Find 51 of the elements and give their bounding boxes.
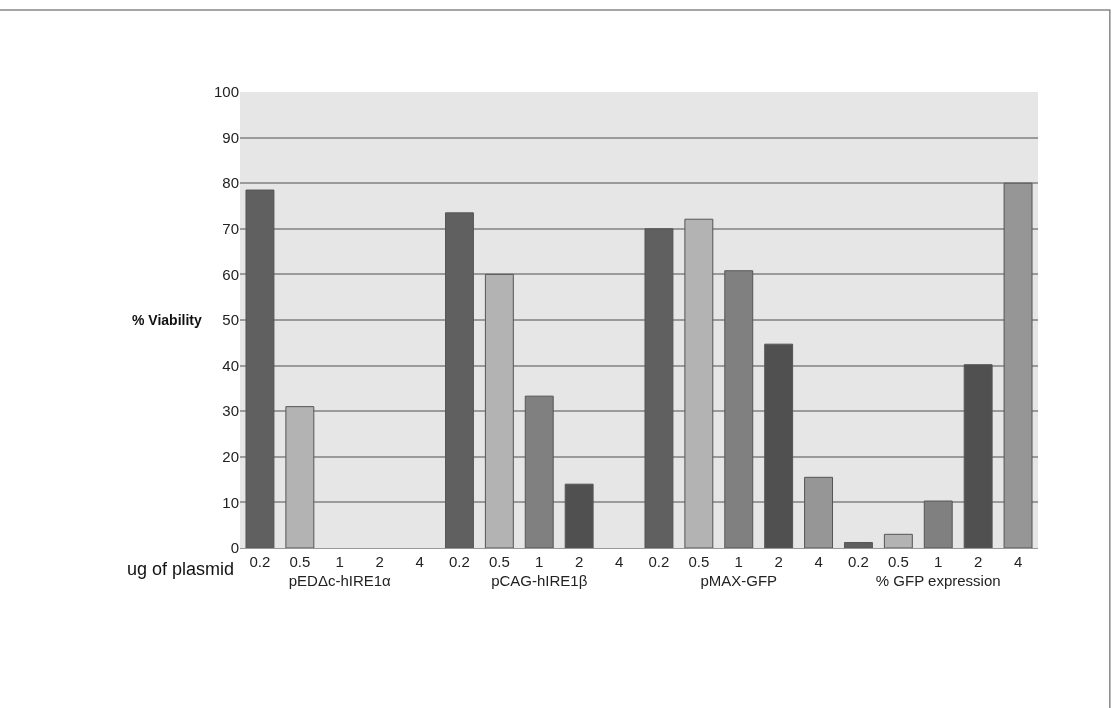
y-tick-label: 80 [222, 174, 239, 192]
y-tick-label: 100 [213, 83, 239, 101]
x-tick-label: pMAX-GFP [700, 572, 778, 589]
y-tick-label: 10 [222, 493, 239, 511]
series-label: 4 [814, 553, 823, 570]
bar [524, 395, 554, 548]
text: 4 [614, 553, 624, 570]
x-tick-label: % GFP expression [875, 572, 1001, 589]
bar [245, 189, 275, 548]
text: 2 [774, 553, 783, 570]
bar [764, 343, 794, 548]
bar [564, 483, 594, 548]
y-tick-label: 40 [222, 356, 239, 374]
y-axis-title: % Viability [132, 312, 202, 328]
text: 1 [335, 553, 344, 570]
bar [724, 270, 754, 548]
y-tick-label: 50 [222, 311, 239, 329]
series-label: 0.5 [289, 553, 311, 570]
text: 0.5 [688, 553, 710, 570]
y-tick-label: 0 [230, 539, 239, 557]
text: 0.2 [648, 553, 670, 570]
text: 1 [934, 553, 943, 570]
bar [684, 218, 714, 548]
bar [843, 542, 873, 548]
text: 2 [375, 553, 384, 570]
y-tick-label: 70 [222, 220, 239, 238]
bar [285, 406, 315, 548]
text: 1 [734, 553, 743, 570]
text: 0.2 [449, 553, 470, 570]
series-label: 2 [574, 553, 584, 570]
x-axis-title: ug of plasmid [127, 559, 235, 579]
text: 0.5 [488, 553, 510, 570]
bar [484, 273, 514, 548]
series-label: 0.2 [249, 553, 271, 570]
bar [444, 212, 474, 548]
text: 4 [415, 553, 424, 570]
text: 4 [1013, 553, 1023, 570]
text: 0.5 [887, 553, 909, 570]
x-tick-label: pEDΔc-hIRE1α [288, 572, 392, 589]
text: 2 [973, 553, 983, 570]
y-tick-label: 20 [222, 448, 239, 466]
y-tick-label: 30 [222, 402, 239, 420]
y-tick-label: 60 [222, 265, 239, 283]
series-label: 1 [535, 553, 544, 570]
bar [963, 364, 993, 548]
bar [923, 500, 953, 548]
text: 0.2 [848, 553, 869, 570]
bar [644, 228, 674, 548]
y-tick-label: 90 [222, 128, 239, 146]
bar [883, 533, 913, 548]
x-tick-label: pCAG-hIRE1β [491, 572, 588, 589]
